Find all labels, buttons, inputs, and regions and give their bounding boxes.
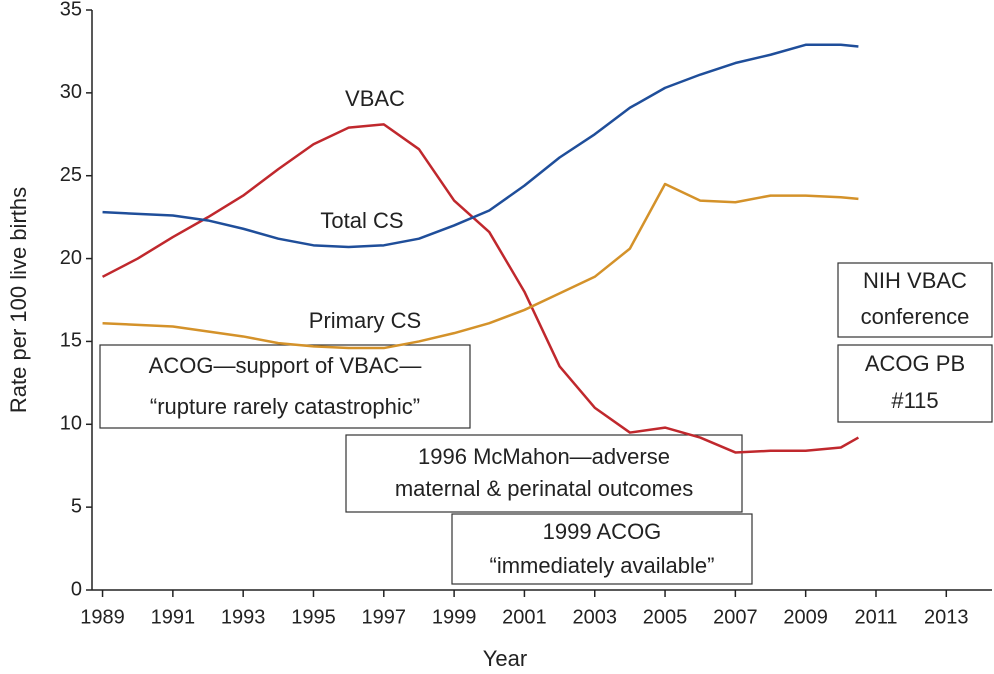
x-axis-label: Year <box>483 646 527 671</box>
y-tick-label: 35 <box>60 0 82 20</box>
annotation-box <box>451 513 753 585</box>
y-tick-label: 5 <box>71 495 82 517</box>
annotation-box <box>99 344 471 429</box>
series-line <box>102 43 859 249</box>
x-tick-label: 2009 <box>783 606 828 628</box>
annotation-text: 1996 McMahon—adverse <box>418 444 670 469</box>
annotation-text: maternal & perinatal outcomes <box>395 476 693 501</box>
y-tick-label: 30 <box>60 81 82 103</box>
x-tick-label: 1991 <box>151 606 196 628</box>
x-tick-label: 2001 <box>502 606 547 628</box>
series-line <box>102 182 859 350</box>
annotation-text: conference <box>861 304 970 329</box>
x-tick-label: 1993 <box>221 606 266 628</box>
annotation-box <box>345 434 743 513</box>
x-tick-label: 1995 <box>291 606 336 628</box>
annotation-text: 1999 ACOG <box>543 519 662 544</box>
x-tick-label: 2007 <box>713 606 758 628</box>
y-tick-label: 0 <box>71 578 82 600</box>
x-tick-label: 1997 <box>362 606 407 628</box>
annotation-box <box>837 262 993 338</box>
annotation-text: ACOG—support of VBAC— <box>149 353 422 378</box>
series-label: Total CS <box>320 208 403 233</box>
y-axis-label: Rate per 100 live births <box>6 187 31 413</box>
x-tick-label: 1999 <box>432 606 477 628</box>
x-tick-label: 2011 <box>854 606 897 628</box>
y-tick-label: 10 <box>60 413 82 435</box>
x-tick-label: 2005 <box>643 606 688 628</box>
y-tick-label: 20 <box>60 247 82 269</box>
x-tick-label: 1989 <box>80 606 125 628</box>
series-label: Primary CS <box>309 308 421 333</box>
x-tick-label: 2013 <box>924 606 969 628</box>
x-tick-label: 2003 <box>572 606 617 628</box>
annotation-box <box>837 344 993 423</box>
annotation-text: NIH VBAC <box>863 268 967 293</box>
y-tick-label: 25 <box>60 164 82 186</box>
annotation-text: ACOG PB <box>865 351 965 376</box>
series-label: VBAC <box>345 86 405 111</box>
annotation-text: “immediately available” <box>490 553 715 578</box>
annotation-text: #115 <box>891 388 938 413</box>
annotation-text: “rupture rarely catastrophic” <box>150 394 420 419</box>
series-line <box>101 123 860 454</box>
y-tick-label: 15 <box>60 330 82 352</box>
